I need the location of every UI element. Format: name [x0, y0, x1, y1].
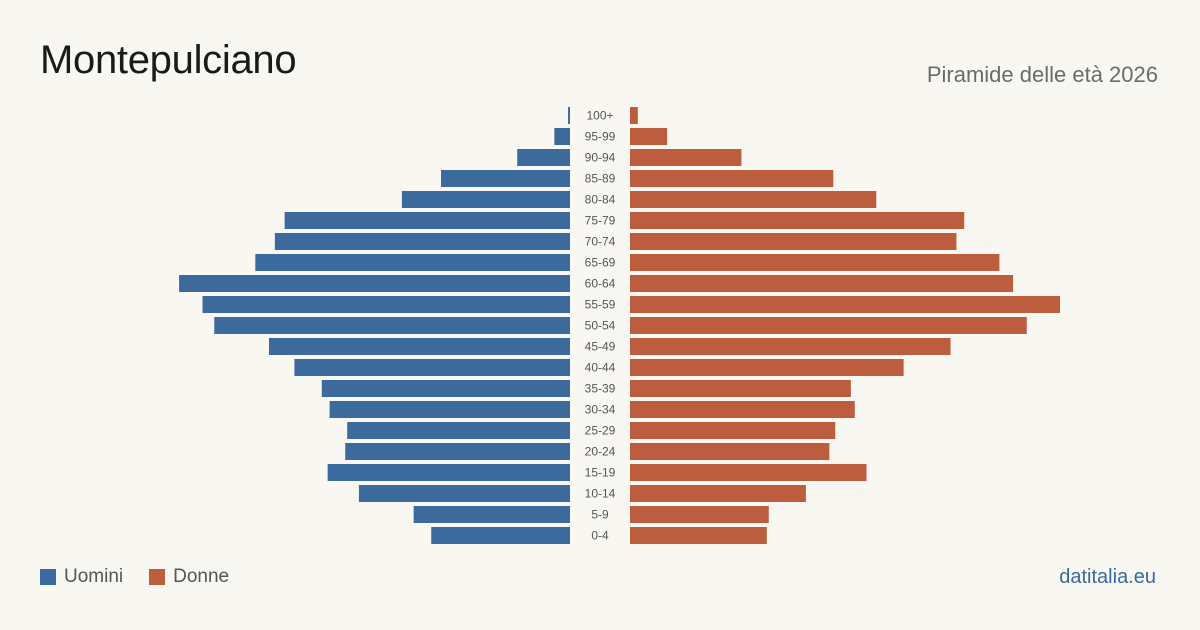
age-label-90-94: 90-94 [585, 151, 616, 165]
bar-women-30-34 [630, 401, 855, 418]
bar-women-65-69 [630, 254, 1000, 271]
women-bars [630, 107, 1060, 544]
bar-men-15-19 [327, 464, 570, 481]
bar-men-35-39 [321, 380, 570, 397]
bar-men-60-64 [179, 275, 570, 292]
bar-men-20-24 [345, 443, 570, 460]
bar-women-85-89 [630, 170, 834, 187]
bar-men-80-84 [401, 191, 570, 208]
age-label-40-44: 40-44 [585, 361, 616, 375]
bar-women-20-24 [630, 443, 830, 460]
bar-men-100+ [568, 107, 570, 124]
age-label-85-89: 85-89 [585, 172, 616, 186]
legend-item-women: Donne [149, 566, 229, 588]
legend-label-women: Donne [173, 566, 230, 587]
bar-women-40-44 [630, 359, 904, 376]
age-label-50-54: 50-54 [585, 319, 616, 333]
age-label-30-34: 30-34 [585, 403, 616, 417]
legend-label-men: Uomini [64, 566, 124, 587]
bar-men-90-94 [517, 149, 570, 166]
age-label-100+: 100+ [586, 109, 613, 123]
bar-women-75-79 [630, 212, 965, 229]
bar-women-60-64 [630, 275, 1014, 292]
bar-men-65-69 [255, 254, 570, 271]
bar-men-0-4 [431, 527, 570, 544]
bar-women-90-94 [630, 149, 742, 166]
bar-men-5-9 [413, 506, 570, 523]
bar-men-75-79 [284, 212, 570, 229]
age-label-35-39: 35-39 [585, 382, 616, 396]
bar-men-95-99 [554, 128, 570, 145]
age-label-5-9: 5-9 [591, 508, 609, 522]
bar-men-85-89 [441, 170, 570, 187]
brand-link[interactable]: datitalia.eu [1059, 566, 1156, 588]
bar-women-95-99 [630, 128, 668, 145]
bar-men-45-49 [269, 338, 570, 355]
bar-women-55-59 [630, 296, 1060, 313]
age-label-95-99: 95-99 [585, 130, 616, 144]
age-label-45-49: 45-49 [585, 340, 616, 354]
bar-men-10-14 [358, 485, 570, 502]
age-label-55-59: 55-59 [585, 298, 616, 312]
page-title: Montepulciano [40, 38, 297, 82]
bar-men-55-59 [202, 296, 570, 313]
age-label-10-14: 10-14 [585, 487, 616, 501]
bar-women-5-9 [630, 506, 769, 523]
legend: Uomini Donne [40, 566, 229, 588]
age-label-75-79: 75-79 [585, 214, 616, 228]
age-label-80-84: 80-84 [585, 193, 616, 207]
men-bars [179, 107, 571, 544]
bar-men-40-44 [294, 359, 570, 376]
bar-men-50-54 [214, 317, 571, 334]
age-group-labels: 100+ 95-99 90-94 85-89 80-84 75-79 70-74 65-69 6… [585, 109, 616, 543]
bar-women-80-84 [630, 191, 877, 208]
bar-men-25-29 [347, 422, 570, 439]
bar-men-30-34 [329, 401, 570, 418]
chart-subtitle: Piramide delle età 2026 [926, 62, 1158, 87]
age-label-70-74: 70-74 [585, 235, 616, 249]
bar-women-10-14 [630, 485, 806, 502]
age-label-60-64: 60-64 [585, 277, 616, 291]
legend-swatch-men [40, 569, 56, 585]
age-label-0-4: 0-4 [591, 529, 609, 543]
bar-women-0-4 [630, 527, 767, 544]
bar-women-35-39 [630, 380, 851, 397]
age-label-15-19: 15-19 [585, 466, 616, 480]
age-label-65-69: 65-69 [585, 256, 616, 270]
bar-men-70-74 [274, 233, 570, 250]
age-label-20-24: 20-24 [585, 445, 616, 459]
age-label-25-29: 25-29 [585, 424, 616, 438]
bar-women-15-19 [630, 464, 867, 481]
legend-item-men: Uomini [40, 566, 123, 588]
bar-women-100+ [630, 107, 638, 124]
bar-women-25-29 [630, 422, 836, 439]
bar-women-50-54 [630, 317, 1027, 334]
bar-women-70-74 [630, 233, 957, 250]
legend-swatch-women [149, 569, 166, 585]
bar-women-45-49 [630, 338, 951, 355]
